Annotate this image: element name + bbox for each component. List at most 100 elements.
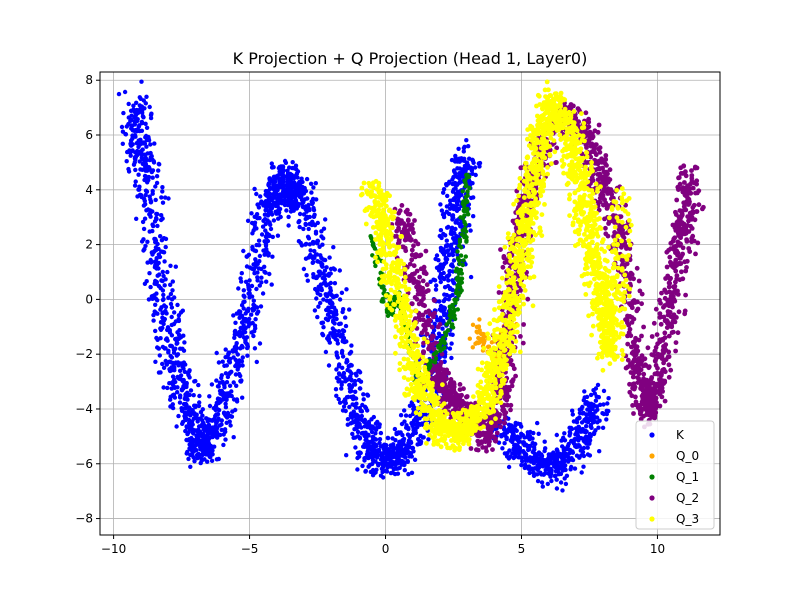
K-point [336, 321, 342, 327]
K-point [584, 412, 589, 417]
Q_2-point [494, 430, 500, 436]
K-point [392, 426, 398, 432]
K-point [260, 224, 266, 229]
K-point [168, 263, 173, 268]
K-point [141, 196, 147, 201]
K-point [453, 153, 458, 159]
K-point [124, 124, 129, 129]
K-point [175, 330, 180, 335]
K-point [207, 418, 213, 423]
K-point [253, 248, 259, 254]
K-point [331, 266, 336, 271]
K-point [531, 461, 536, 466]
K-point [150, 188, 155, 194]
K-point [404, 450, 409, 455]
Q_2-point [396, 227, 401, 232]
Q_2-point [653, 306, 659, 312]
Q_2-point [416, 301, 422, 307]
K-point [165, 269, 170, 275]
chart-title: K Projection + Q Projection (Head 1, Lay… [233, 49, 588, 68]
K-point [334, 316, 339, 322]
Q_2-point [675, 330, 681, 336]
K-point [554, 477, 559, 482]
K-point [215, 384, 221, 389]
K-point [523, 452, 529, 457]
K-point [581, 445, 587, 451]
K-point [197, 393, 202, 399]
Q_2-point [666, 354, 672, 360]
K-point [210, 452, 215, 457]
K-point [531, 430, 536, 436]
K-point [551, 450, 556, 455]
K-point [220, 359, 225, 364]
K-point [241, 306, 246, 311]
Q_2-point [421, 327, 427, 333]
K-point [241, 288, 246, 293]
K-point [214, 350, 219, 356]
K-point [209, 382, 215, 387]
K-point [297, 191, 302, 196]
K-point [564, 473, 570, 478]
K-point [361, 392, 366, 397]
K-point [601, 388, 607, 394]
K-point [254, 191, 259, 197]
K-point [312, 212, 317, 217]
K-point [166, 295, 171, 300]
Q_2-point [451, 381, 457, 387]
Q_2-point [402, 224, 408, 230]
K-point [258, 194, 263, 199]
K-point [585, 416, 590, 421]
K-point [207, 403, 213, 409]
K-point [178, 393, 183, 398]
K-point [320, 333, 326, 338]
K-point [119, 124, 125, 130]
Q_2-point [409, 247, 415, 253]
K-point [140, 167, 145, 172]
K-point [175, 360, 181, 365]
K-point [168, 353, 173, 359]
K-point [539, 453, 545, 459]
Q_2-point [634, 350, 639, 356]
K-point [331, 333, 336, 338]
Q_0-point [478, 336, 483, 342]
K-point [308, 181, 314, 186]
Q_2-point [485, 425, 491, 431]
Q_2-point [411, 243, 416, 249]
K-point [244, 264, 250, 269]
K-point [535, 478, 541, 484]
Q_2-point [423, 289, 429, 295]
K-point [562, 458, 568, 463]
K-point [320, 264, 325, 269]
Q_2-point [629, 393, 635, 399]
K-point [285, 179, 290, 185]
K-point [214, 457, 220, 462]
Q_2-point [628, 333, 634, 339]
K-point [347, 307, 352, 312]
K-point [359, 417, 364, 422]
K-point [148, 199, 154, 204]
Q_2-point [646, 364, 652, 370]
Q_2-point [651, 403, 657, 409]
K-point [201, 420, 206, 426]
K-point [303, 216, 308, 222]
Q_2-point [412, 271, 417, 276]
Q_2-point [483, 435, 489, 441]
Q_2-point [553, 160, 558, 166]
K-point [591, 431, 597, 437]
K-point [517, 439, 522, 444]
K-point [130, 136, 135, 141]
Q_2-point [431, 366, 436, 372]
Q_2-point [658, 373, 664, 379]
K-point [377, 424, 382, 430]
K-point [211, 406, 217, 411]
K-point [226, 358, 232, 364]
K-point [210, 427, 215, 432]
K-point [239, 271, 244, 276]
K-point [246, 284, 251, 290]
K-point [167, 368, 173, 374]
K-point [252, 323, 258, 328]
K-point [240, 355, 245, 360]
Q_2-point [422, 303, 427, 309]
K-point [315, 314, 320, 320]
